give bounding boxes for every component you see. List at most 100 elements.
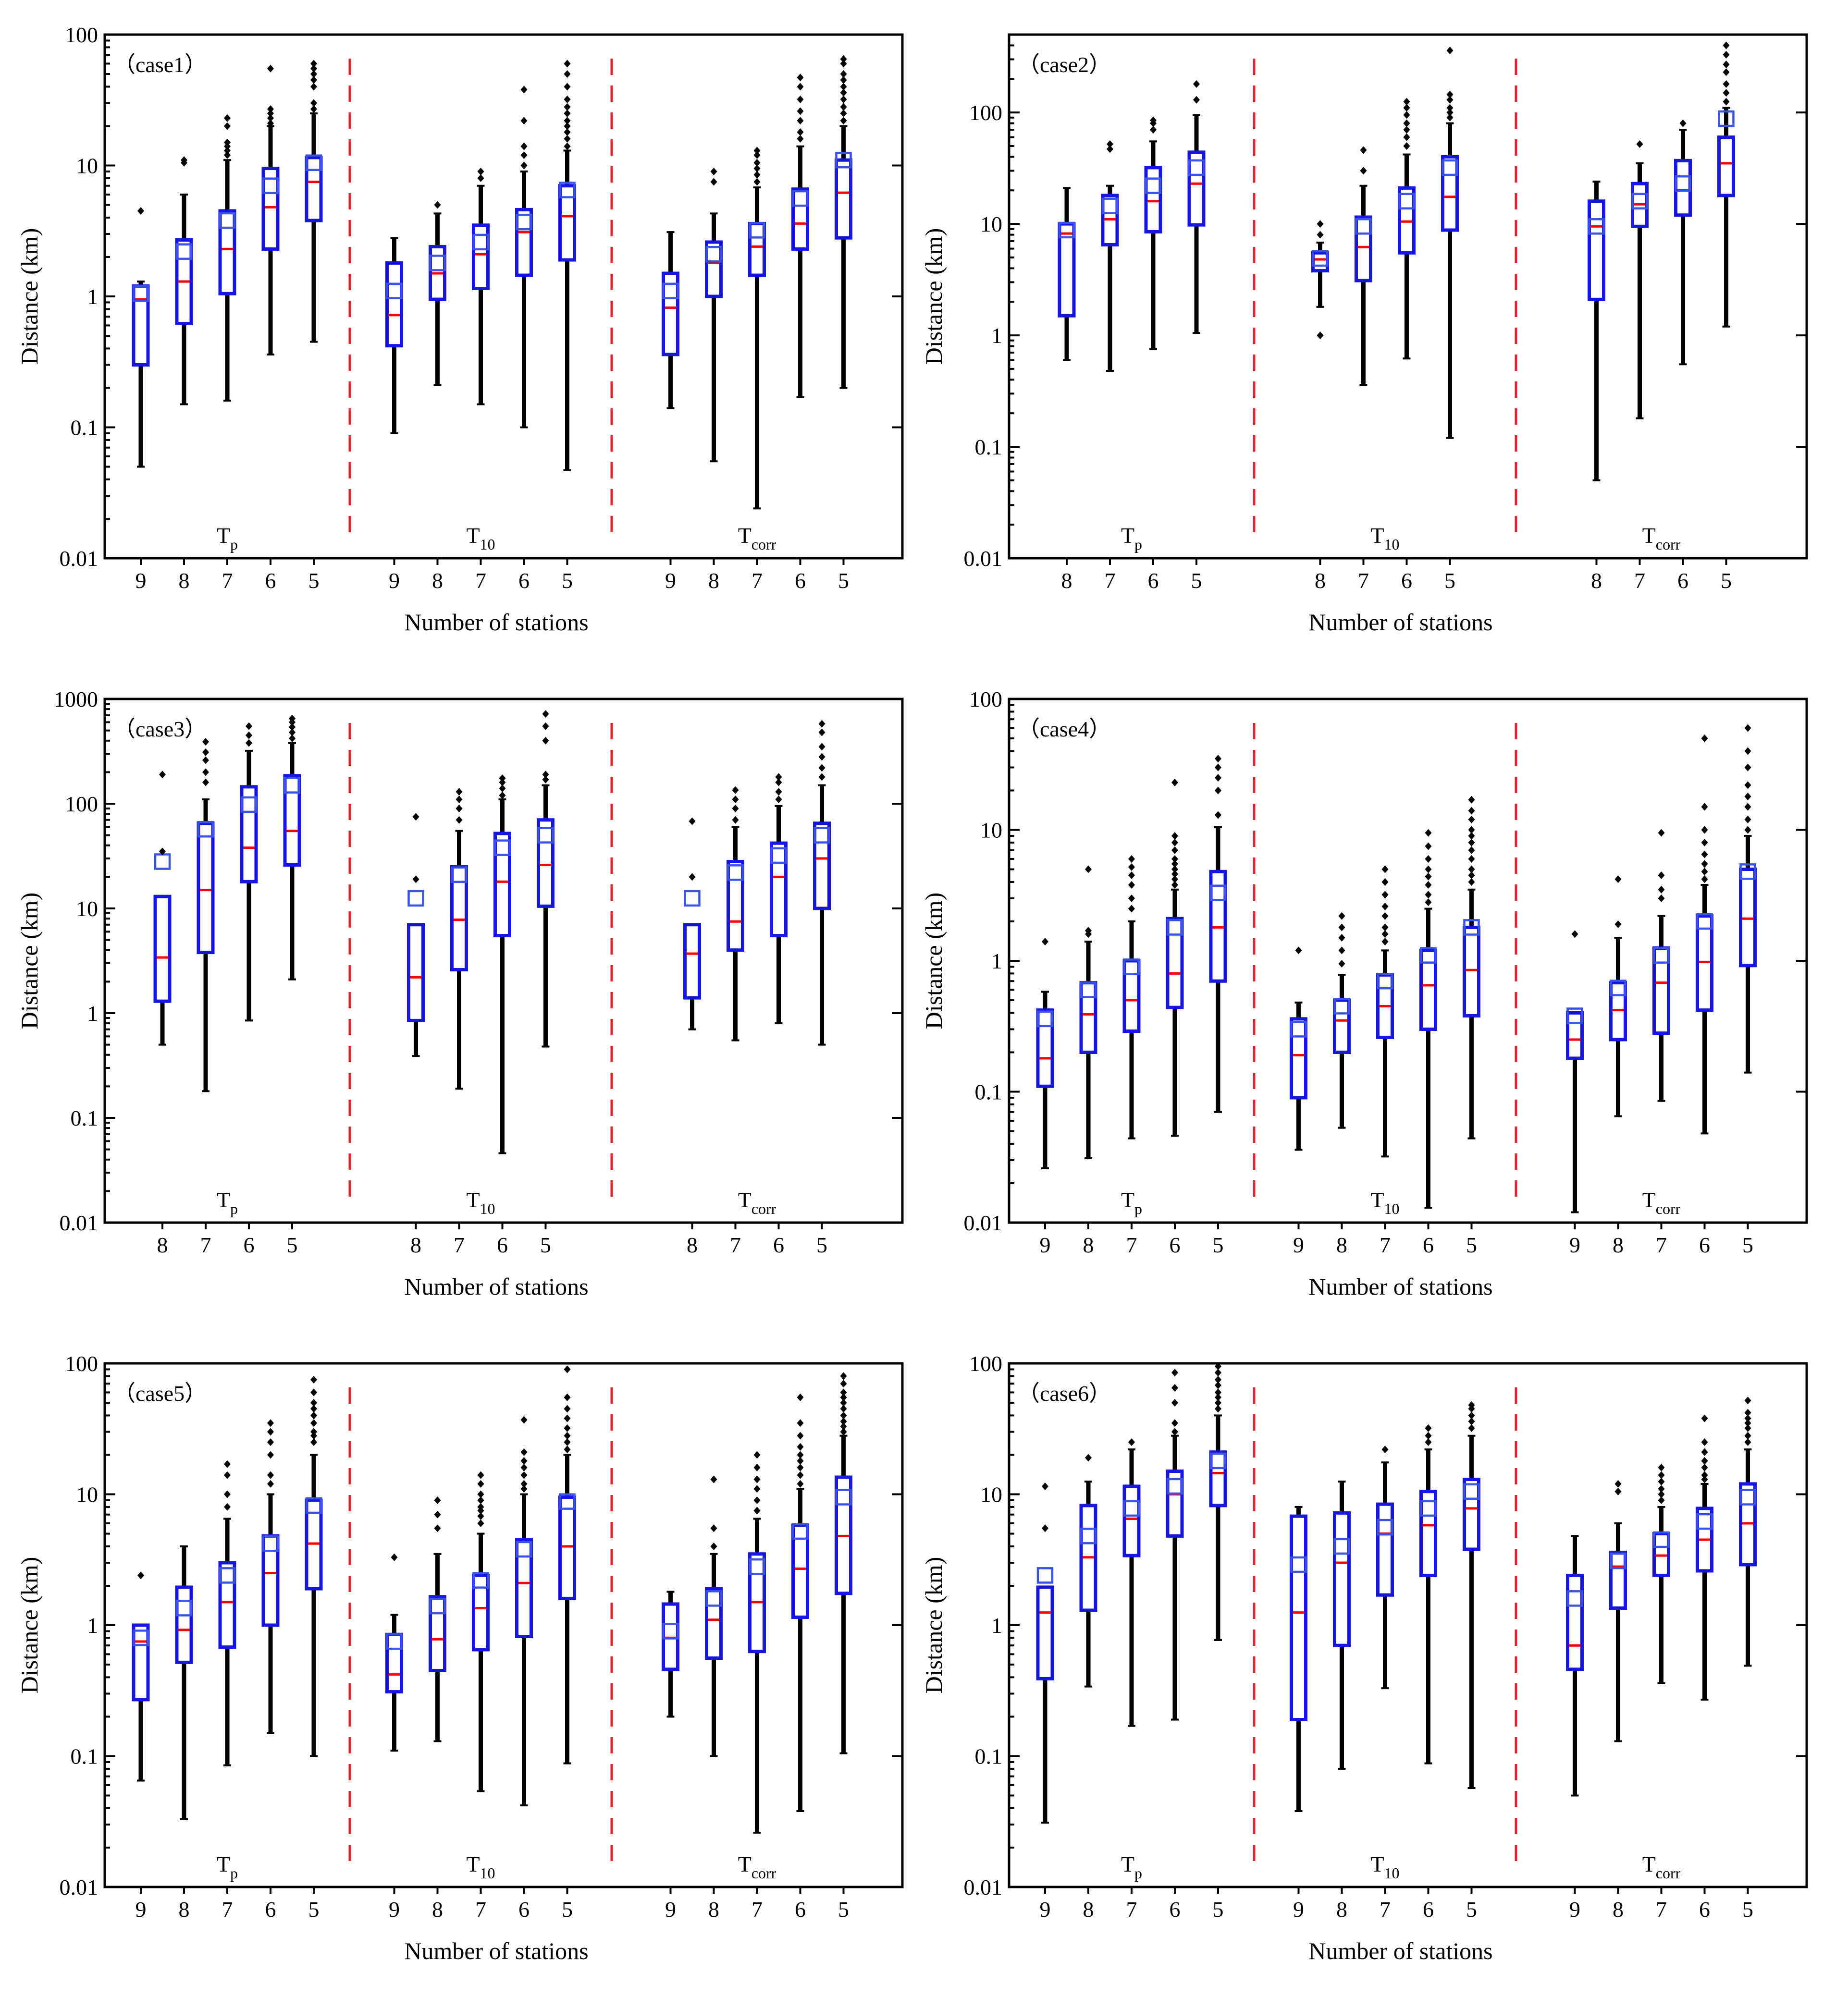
outlier-point [1425, 1432, 1432, 1440]
x-tick-label: 8 [1083, 1233, 1094, 1257]
mean-marker [1080, 981, 1097, 998]
outlier-point [1468, 832, 1475, 840]
outlier-point [224, 114, 231, 122]
group-label-t10: T10 [1370, 1188, 1399, 1217]
box-Tcorr-8: 8 [705, 1475, 723, 1922]
outlier-point [710, 1475, 717, 1483]
group-label-main: T [738, 1852, 752, 1876]
outlier-point [520, 1480, 528, 1488]
outlier-point [289, 735, 296, 743]
group-label-tp: Tp [217, 1188, 238, 1217]
group-label-tp: Tp [217, 523, 238, 553]
outlier-point [840, 1393, 847, 1401]
outlier-point [1425, 855, 1432, 863]
outlier-point [1128, 1438, 1135, 1446]
outlier-point [1744, 781, 1751, 789]
outlier-point [137, 207, 144, 215]
y-axis-title: Distance (km) [16, 1557, 43, 1694]
outlier-point [564, 1414, 571, 1422]
outlier-point [1085, 865, 1092, 873]
mean-marker [1123, 958, 1140, 975]
outlier-point [246, 731, 252, 739]
mean-marker [1145, 177, 1162, 194]
group-label-main: T [1642, 1852, 1656, 1876]
outlier-point [267, 105, 274, 113]
outlier-point [1425, 872, 1432, 881]
x-tick-label: 8 [1591, 568, 1602, 593]
x-tick-label: 9 [1040, 1233, 1051, 1257]
iqr-box [218, 1561, 236, 1649]
x-tick-label: 5 [308, 568, 320, 593]
iqr-box [132, 1623, 150, 1702]
outlier-point [1468, 855, 1475, 863]
outlier-point [1658, 1478, 1665, 1486]
mean-marker [305, 154, 322, 171]
outlier-point [412, 813, 419, 821]
outlier-point [224, 138, 231, 147]
y-tick-label: 100 [65, 792, 98, 816]
y-tick-label: 0.1 [975, 435, 1003, 459]
outlier-point [840, 1428, 847, 1436]
outlier-point [1744, 1397, 1751, 1405]
mean-marker [662, 1623, 679, 1640]
mean-marker [219, 212, 236, 229]
outlier-point [267, 1438, 274, 1446]
group-label-sub: corr [752, 1200, 776, 1217]
group-label-tcorr: Tcorr [1642, 1852, 1681, 1882]
outlier-point [1636, 140, 1643, 148]
outlier-point [753, 147, 761, 155]
x-tick-label: 5 [562, 1897, 573, 1922]
outlier-point [797, 107, 804, 115]
outlier-point [1381, 865, 1389, 873]
outlier-point [1171, 865, 1178, 873]
outlier-point [840, 95, 847, 103]
box-Tp-7: 7 [197, 738, 215, 1257]
outlier-point [202, 748, 209, 756]
plot-frame [1008, 33, 1808, 560]
mean-marker [1036, 1010, 1054, 1028]
box-T10-8: 8 [1333, 912, 1351, 1257]
iqr-box [515, 1538, 533, 1638]
outlier-point [1744, 724, 1751, 732]
iqr-box [1717, 135, 1735, 197]
x-tick-label: 8 [1083, 1897, 1094, 1922]
outlier-point [477, 1503, 484, 1511]
outlier-point [710, 167, 717, 175]
outlier-point [1468, 826, 1475, 834]
x-tick-label: 8 [1336, 1233, 1347, 1257]
box-Tcorr-5: 5 [1717, 41, 1735, 593]
mean-marker [175, 243, 193, 260]
outlier-point [1468, 1424, 1475, 1432]
outlier-point [753, 178, 761, 186]
mean-marker [835, 151, 852, 169]
outlier-point [1215, 1369, 1221, 1377]
outlier-point [564, 1405, 571, 1413]
y-tick-label: 10 [76, 896, 98, 921]
outlier-point [1425, 865, 1432, 873]
outlier-point [753, 159, 761, 167]
mean-marker [749, 222, 765, 239]
x-tick-label: 5 [1466, 1233, 1477, 1257]
outlier-point [224, 122, 231, 130]
outlier-point [797, 1480, 804, 1488]
mean-marker [472, 233, 489, 251]
y-tick-label: 0.1 [71, 1744, 99, 1769]
box-Tp-6: 6 [1144, 116, 1162, 593]
outlier-point [499, 778, 506, 786]
box-Tp-7: 7 [1101, 140, 1119, 593]
outlier-point [310, 64, 317, 73]
iqr-box [1209, 1450, 1227, 1507]
outlier-point [1403, 142, 1410, 150]
outlier-point [564, 1424, 571, 1432]
outlier-point [310, 1438, 317, 1446]
group-label-main: T [1370, 1188, 1384, 1212]
group-label-sub: p [1134, 1864, 1142, 1882]
outlier-point [1701, 1457, 1708, 1465]
box-T10-9: 9 [385, 237, 403, 593]
y-tick-label: 0.1 [71, 1106, 99, 1130]
x-tick-label: 7 [1358, 568, 1369, 593]
mean-marker [1653, 1531, 1670, 1548]
outlier-point [1338, 946, 1345, 955]
mean-marker [1058, 221, 1075, 239]
mean-marker [1463, 1483, 1480, 1500]
